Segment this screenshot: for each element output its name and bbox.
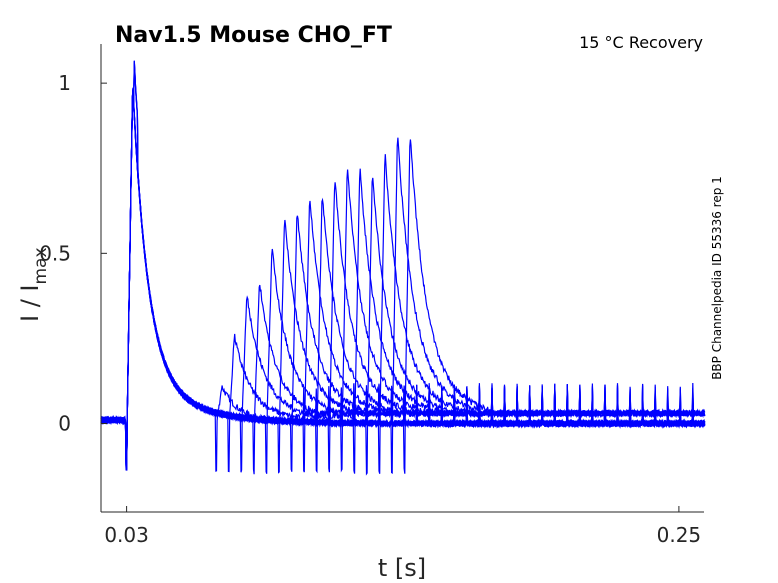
- trace-15: [100, 89, 705, 475]
- side-label: BBP Channelpedia ID 55336 rep 1: [710, 176, 724, 380]
- chart-title: Nav1.5 Mouse CHO_FT: [115, 23, 392, 48]
- y-tick-label: 0: [58, 412, 71, 436]
- x-tick-label: 0.03: [104, 523, 149, 547]
- y-axis-label: I / Imax: [16, 247, 51, 322]
- y-tick-label: 0.5: [39, 241, 71, 265]
- chart-subtitle: 15 °C Recovery: [579, 33, 703, 52]
- y-tick-label: 1: [58, 71, 71, 95]
- trace-16: [100, 93, 706, 474]
- x-axis-label: t [s]: [378, 554, 426, 582]
- x-tick-label: 0.25: [657, 523, 702, 547]
- traces: [100, 60, 706, 476]
